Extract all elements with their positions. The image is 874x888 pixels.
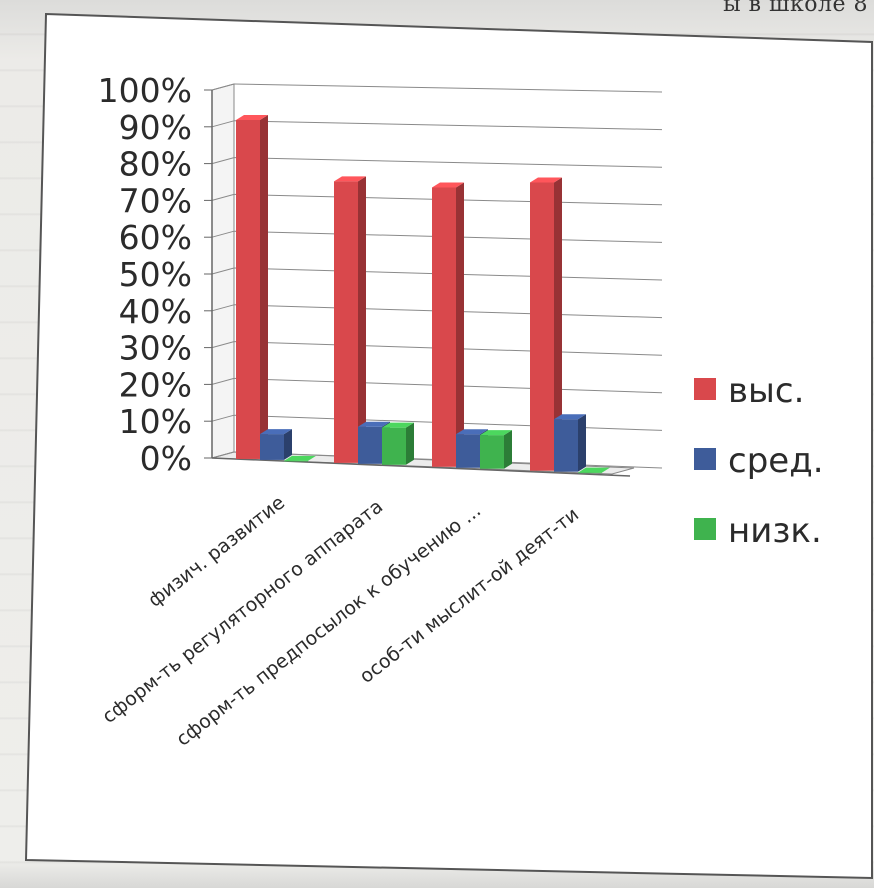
bar	[260, 434, 284, 460]
y-tick-label: 10%	[119, 402, 192, 441]
gridline	[233, 157, 663, 168]
bar	[432, 187, 456, 467]
gridline-side	[211, 377, 235, 385]
legend-label: сред.	[728, 441, 824, 481]
y-tick-label: 40%	[119, 292, 192, 331]
bar-side	[260, 114, 268, 459]
bar-side	[284, 429, 292, 460]
bar-top	[578, 467, 610, 473]
bar	[382, 427, 406, 465]
bar	[284, 460, 308, 462]
y-tick-label: 100%	[98, 71, 192, 110]
y-tick-label: 20%	[119, 365, 192, 404]
y-tick-label: 30%	[119, 329, 192, 368]
gridline-side	[211, 120, 235, 128]
bar-top	[456, 429, 488, 435]
bar-top	[236, 114, 268, 120]
bar	[530, 182, 554, 471]
y-tick-label: 90%	[119, 108, 192, 147]
bar	[334, 181, 358, 463]
gridline-side	[211, 304, 235, 312]
y-tick-label: 80%	[119, 145, 192, 184]
bar-side	[554, 177, 562, 471]
bar-top	[480, 430, 512, 436]
gridline-side	[211, 157, 235, 165]
bar-top	[554, 414, 586, 420]
bar-top	[432, 182, 464, 188]
bar-top	[530, 177, 562, 183]
gridline-side	[211, 193, 235, 201]
page-top-caption: ы в школе 8	[723, 0, 868, 17]
x-axis	[211, 457, 631, 477]
gridline	[233, 83, 663, 93]
bar-side	[578, 414, 586, 472]
bar	[480, 435, 504, 469]
legend-swatch	[694, 448, 716, 470]
bar-top	[358, 421, 390, 427]
gridline-side	[211, 83, 235, 91]
y-tick-label: 60%	[119, 218, 192, 257]
y-tick-label: 70%	[119, 181, 192, 220]
bar-side	[504, 430, 512, 469]
bar-side	[456, 182, 464, 467]
bar-top	[284, 455, 316, 461]
y-tick-label: 0%	[140, 439, 192, 478]
gridline-side	[211, 451, 235, 459]
legend-label: выс.	[728, 371, 804, 411]
bar	[358, 426, 382, 464]
bar	[456, 434, 480, 468]
legend-label: низк.	[728, 511, 822, 551]
gridline-side	[211, 341, 235, 349]
bar	[578, 472, 602, 474]
bar-top	[260, 429, 292, 435]
legend-swatch	[694, 378, 716, 400]
gridline-side	[211, 414, 235, 422]
bar-side	[406, 422, 414, 465]
legend: выс. сред. низк.	[694, 371, 824, 551]
bar-top	[382, 422, 414, 428]
bar-top	[334, 176, 366, 182]
legend-swatch	[694, 518, 716, 540]
bar-side	[358, 176, 366, 463]
gridline-side	[211, 267, 235, 275]
bar	[236, 119, 260, 459]
gridline-side	[211, 230, 235, 238]
gridline	[233, 120, 663, 131]
y-tick-label: 50%	[119, 255, 192, 294]
bar	[554, 419, 578, 472]
